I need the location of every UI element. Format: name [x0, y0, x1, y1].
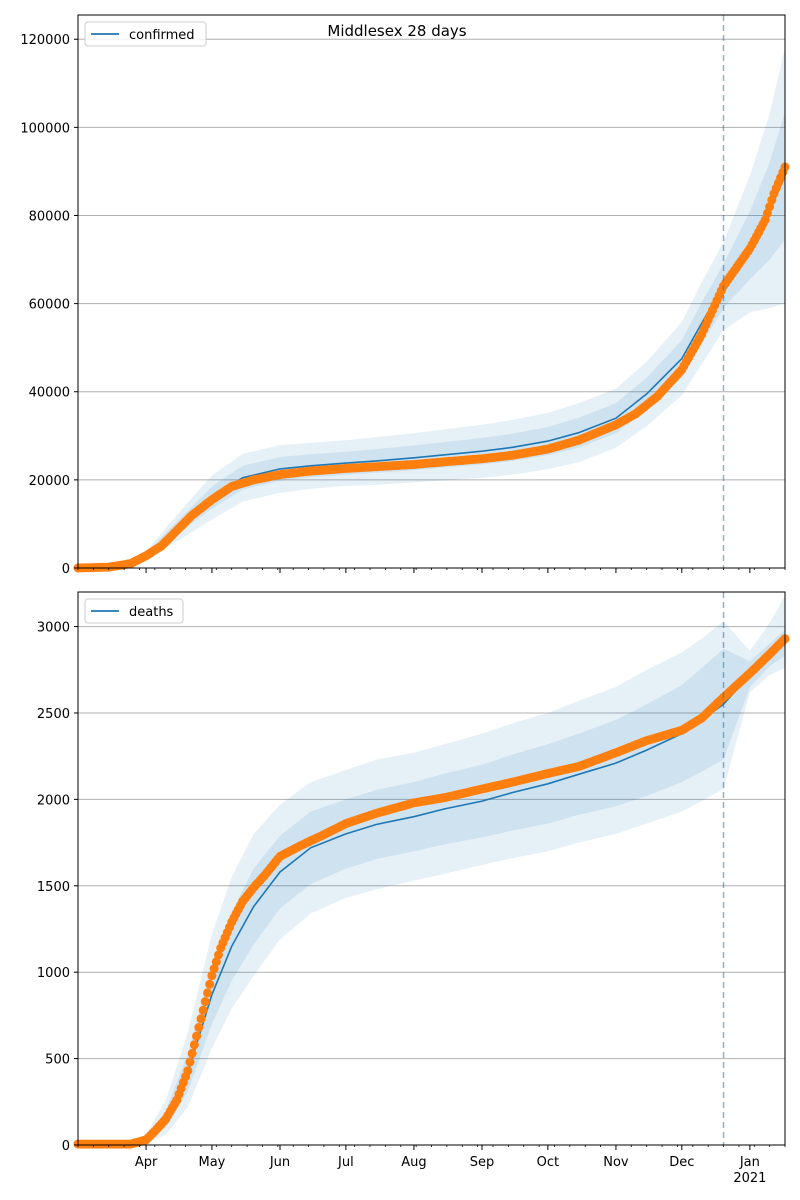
- x-year-label: 2021: [733, 1171, 766, 1186]
- y-tick-label: 1500: [37, 880, 70, 895]
- y-tick-label: 1000: [37, 966, 70, 981]
- observed-point: [192, 1031, 202, 1041]
- y-tick-label: 0: [62, 562, 70, 577]
- x-tick-label: Nov: [603, 1155, 629, 1170]
- observed-point: [205, 979, 215, 989]
- observed-point: [185, 1057, 195, 1067]
- observed-point: [189, 1040, 199, 1050]
- legend-box: [84, 21, 207, 47]
- observed-point: [196, 1014, 206, 1024]
- observed-point: [198, 1005, 208, 1015]
- y-tick-label: 80000: [29, 209, 70, 224]
- observed-point: [211, 957, 221, 967]
- y-tick-label: 2500: [37, 707, 70, 722]
- x-tick-label: Apr: [135, 1155, 158, 1170]
- observed-point: [194, 1023, 204, 1032]
- x-tick-label: May: [198, 1155, 225, 1170]
- y-tick-label: 60000: [29, 298, 70, 313]
- chart-title: Middlesex 28 days: [327, 22, 466, 40]
- x-tick-label: Aug: [401, 1155, 426, 1170]
- observed-point: [207, 971, 217, 981]
- observed-point: [187, 1048, 197, 1058]
- y-tick-label: 3000: [37, 621, 70, 636]
- confidence-band: [78, 595, 785, 1145]
- observed-point: [214, 950, 223, 960]
- axes-frame: [77, 14, 786, 569]
- x-tick-label: Oct: [537, 1155, 559, 1170]
- x-tick-label: Dec: [669, 1155, 694, 1170]
- y-tick-label: 100000: [20, 121, 70, 136]
- legend-box: [84, 598, 184, 624]
- observed-point: [203, 988, 212, 998]
- y-tick-label: 20000: [29, 474, 70, 489]
- observed-point: [200, 997, 210, 1007]
- confidence-band: [78, 48, 785, 568]
- y-tick-label: 40000: [29, 386, 70, 401]
- legend-label: confirmed: [129, 28, 195, 43]
- y-tick-label: 2000: [37, 793, 70, 808]
- observed-point: [209, 964, 219, 974]
- legend-label: deaths: [129, 605, 174, 620]
- y-tick-label: 120000: [20, 33, 70, 48]
- x-tick-label: Jan: [739, 1155, 760, 1170]
- x-tick-label: Jul: [337, 1155, 354, 1170]
- observed-point: [183, 1066, 193, 1076]
- y-tick-label: 0: [62, 1139, 70, 1154]
- x-tick-label: Jun: [269, 1155, 290, 1170]
- confidence-band: [78, 630, 785, 1145]
- x-tick-label: Sep: [470, 1155, 495, 1170]
- y-tick-label: 500: [45, 1053, 70, 1068]
